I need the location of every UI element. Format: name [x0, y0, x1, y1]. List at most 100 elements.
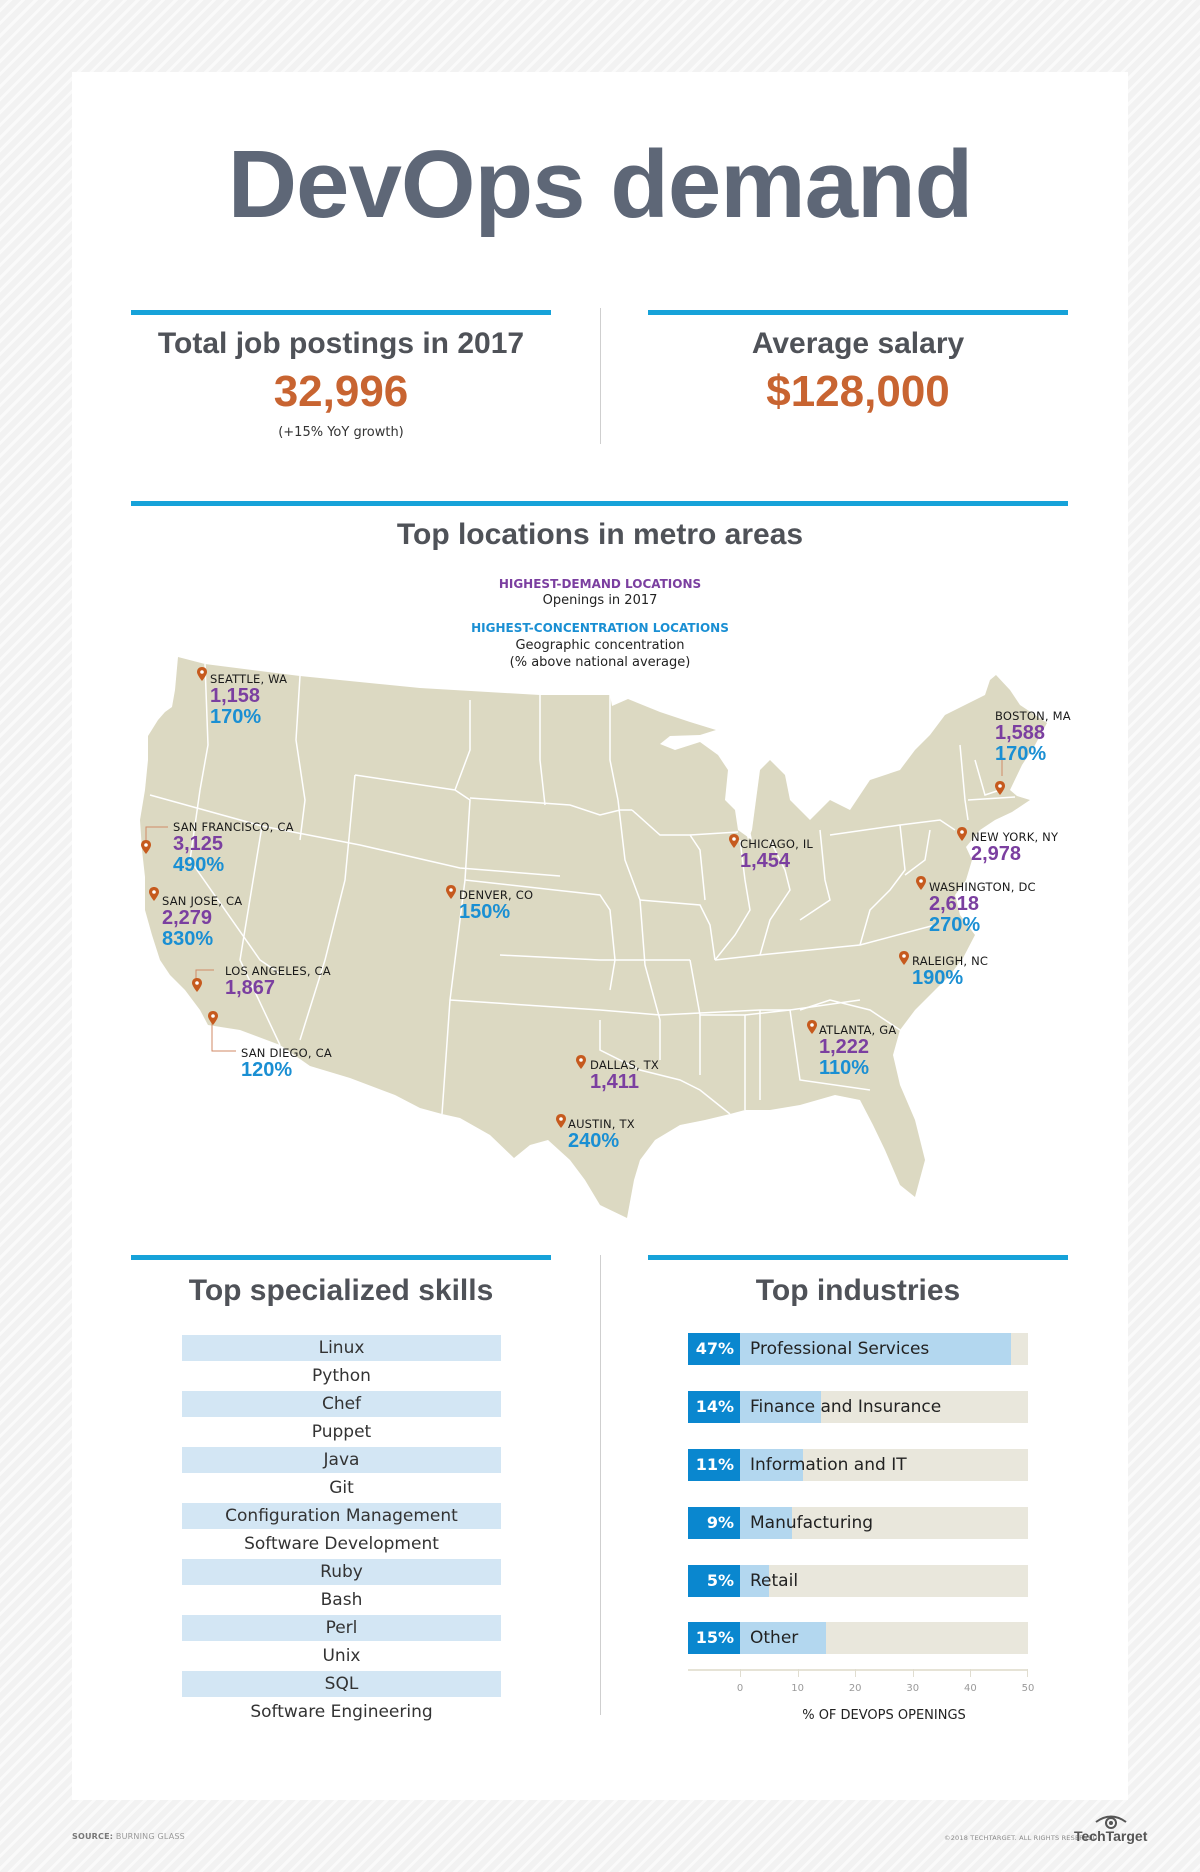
tick-label: 30	[906, 1683, 920, 1694]
city-denver: DENVER, CO 150%	[459, 888, 534, 923]
industry-label: Retail	[750, 1571, 799, 1591]
industry-label: Manufacturing	[750, 1513, 874, 1533]
accent-rule	[131, 1255, 551, 1260]
industry-bar-fill	[740, 1391, 821, 1423]
industry-bar: 9% Manufacturing	[688, 1507, 1028, 1539]
locations-heading: Top locations in metro areas	[396, 518, 804, 551]
city-austin: AUSTIN, TX 240%	[568, 1117, 635, 1152]
concentration-value: 120%	[241, 1059, 293, 1081]
skill-item: Python	[312, 1366, 371, 1386]
demand-value: 1,222	[819, 1036, 870, 1058]
salary-value: $128,000	[766, 367, 950, 416]
map-pin-icon	[141, 840, 151, 854]
legend-conc-sub2: (% above national average)	[509, 655, 691, 670]
us-outline	[140, 657, 1047, 1218]
legend-demand-title: HIGHEST-DEMAND LOCATIONS	[498, 577, 702, 591]
postings-note: (+15% YoY growth)	[278, 425, 404, 440]
industry-bar-fill	[740, 1333, 1011, 1365]
concentration-value: 190%	[912, 967, 964, 989]
skill-item: Puppet	[311, 1422, 372, 1442]
city-washington: WASHINGTON, DC 2,618 270%	[929, 880, 1036, 936]
tick-label: 10	[791, 1683, 804, 1694]
skill-item: Java	[182, 1447, 501, 1473]
accent-rule	[648, 310, 1068, 315]
industry-bar: 5% Retail	[688, 1565, 1028, 1597]
city-san-jose: SAN JOSE, CA 2,279 830%	[162, 894, 243, 950]
map-pin-icon	[446, 885, 456, 899]
state-borders	[149, 663, 1016, 1115]
city-atlanta: ATLANTA, GA 1,222 110%	[819, 1023, 897, 1079]
legend-demand-sub: Openings in 2017	[542, 593, 658, 608]
concentration-value: 150%	[459, 901, 511, 923]
copyright: ©2018 TECHTARGET. ALL RIGHTS RESERVED	[944, 1834, 1098, 1842]
concentration-value: 170%	[995, 743, 1047, 765]
skill-item: Perl	[182, 1615, 501, 1641]
map-pin-icon	[899, 951, 909, 965]
demand-value: 1,588	[995, 722, 1046, 744]
x-axis-title: % OF DEVOPS OPENINGS	[802, 1708, 966, 1723]
concentration-value: 270%	[929, 914, 981, 936]
divider	[600, 1255, 601, 1715]
city-raleigh: RALEIGH, NC 190%	[912, 954, 989, 989]
industry-label: Other	[750, 1628, 799, 1648]
industry-bar-fill	[740, 1622, 827, 1654]
skill-item: Ruby	[182, 1559, 501, 1585]
industry-bar-fill	[740, 1449, 804, 1481]
source-note: SOURCE: BURNING GLASS	[72, 1832, 185, 1841]
skills-heading: Top specialized skills	[188, 1274, 494, 1307]
skill-item: Unix	[322, 1646, 361, 1666]
tick-label: 20	[848, 1683, 862, 1694]
legend-conc-sub1: Geographic concentration	[515, 638, 685, 653]
industry-bar: 15% Other	[688, 1622, 1028, 1654]
accent-rule	[131, 310, 551, 315]
industry-bar: 14% Finance and Insurance	[688, 1391, 1028, 1423]
skill-item: SQL	[182, 1671, 501, 1697]
map-pin-icon	[556, 1114, 566, 1128]
tick-label: 0	[736, 1683, 744, 1694]
accent-rule	[648, 1255, 1068, 1260]
x-axis	[688, 1669, 1028, 1671]
industry-percent: 14%	[695, 1397, 734, 1416]
tick-label: 50	[1021, 1683, 1035, 1694]
concentration-value: 490%	[173, 854, 225, 876]
city-new-york: NEW YORK, NY 2,978	[971, 830, 1059, 865]
concentration-value: 240%	[568, 1130, 620, 1152]
city-dallas: DALLAS, TX 1,411	[590, 1058, 659, 1093]
map-pin-icon	[149, 887, 159, 901]
tick-label: 40	[964, 1683, 977, 1694]
map-pin-icon	[197, 667, 207, 681]
city-san-diego: SAN DIEGO, CA 120%	[241, 1046, 332, 1081]
map-pin-icon	[916, 876, 926, 890]
skill-item: Software Development	[244, 1534, 439, 1554]
demand-value: 1,411	[590, 1071, 639, 1093]
demand-value: 2,279	[162, 907, 213, 929]
page-title: DevOps demand	[227, 131, 974, 238]
skill-item: Git	[329, 1478, 354, 1498]
industry-label: Information and IT	[750, 1455, 907, 1475]
city-san-francisco: SAN FRANCISCO, CA 3,125 490%	[173, 820, 294, 876]
skill-item: Configuration Management	[182, 1503, 501, 1529]
industry-bar-fill	[740, 1507, 792, 1539]
industry-bar: 11% Information and IT	[688, 1449, 1028, 1481]
postings-label: Total job postings in 2017	[157, 327, 525, 360]
city-chicago: CHICAGO, IL 1,454	[740, 837, 814, 872]
map-pin-icon	[807, 1020, 817, 1034]
industry-percent: 9%	[706, 1513, 734, 1532]
techtarget-logo[interactable]: TechTarget	[1074, 1828, 1148, 1844]
industry-bar-fill	[740, 1565, 769, 1597]
skill-item: Linux	[182, 1335, 501, 1361]
legend-conc-title: HIGHEST-CONCENTRATION LOCATIONS	[471, 621, 729, 635]
salary-label: Average salary	[751, 327, 965, 360]
city-boston: BOSTON, MA 1,588 170%	[995, 709, 1071, 765]
concentration-value: 170%	[210, 706, 262, 728]
industry-percent: 5%	[706, 1571, 734, 1590]
map-pin-icon	[729, 834, 739, 848]
city-los-angeles: LOS ANGELES, CA 1,867	[225, 964, 331, 999]
city-seattle: SEATTLE, WA 1,158 170%	[210, 672, 288, 728]
demand-value: 1,158	[210, 685, 261, 707]
map-pin-icon	[192, 978, 202, 992]
concentration-value: 110%	[819, 1057, 870, 1079]
industry-percent: 47%	[695, 1339, 734, 1358]
industries-heading: Top industries	[755, 1274, 961, 1307]
